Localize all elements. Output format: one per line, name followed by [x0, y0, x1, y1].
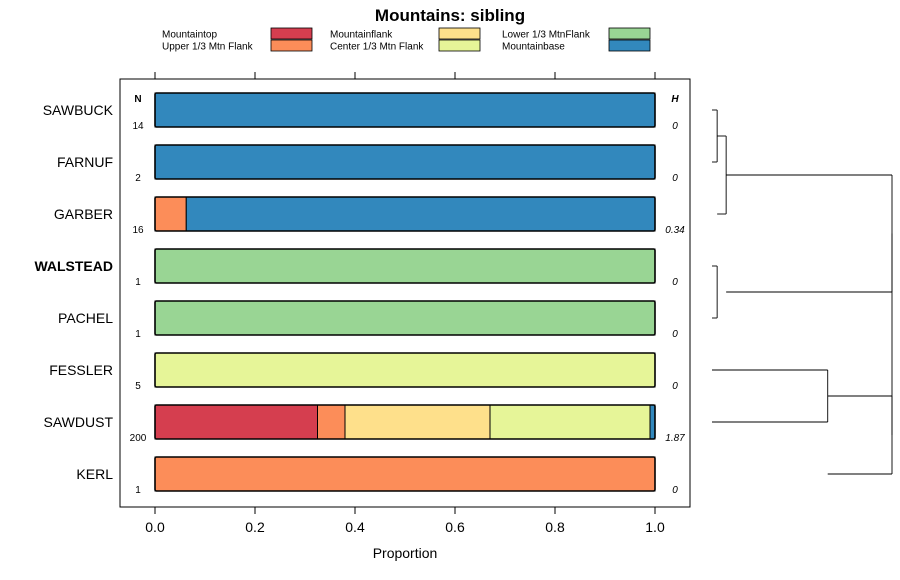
n-value: 2 [135, 173, 141, 184]
tick-label: 0.0 [145, 519, 165, 535]
category-label-sawbuck: SAWBUCK [43, 102, 114, 118]
chart-title: Mountains: sibling [375, 6, 525, 25]
tick-label: 1.0 [645, 519, 665, 535]
h-header: H [671, 94, 679, 105]
plot-frame [119, 78, 691, 508]
bar-segment-upper-1-3-mtn-flank [154, 456, 656, 492]
h-value: 1.87 [665, 433, 685, 444]
bar-outline [154, 352, 656, 388]
n-header: N [134, 94, 141, 105]
bar-outline [154, 196, 656, 232]
legend-item-mountaintop: Mountaintop [162, 27, 313, 41]
bar-farnuf [154, 144, 656, 180]
category-label-pachel: PACHEL [58, 310, 113, 326]
bar-outline [154, 456, 656, 492]
legend-item-lower-1-3-mtnflank: Lower 1/3 MtnFlank [502, 27, 651, 41]
legend-label: Mountainbase [502, 42, 565, 53]
n-value: 14 [132, 121, 144, 132]
h-value: 0 [672, 277, 678, 288]
bar-segment-center-1-3-mtn-flank [489, 404, 651, 440]
bar-kerl [154, 456, 656, 492]
legend-label: Lower 1/3 MtnFlank [502, 30, 591, 41]
bar-outline [154, 92, 656, 128]
n-value: 16 [132, 225, 144, 236]
x-axis-title: Proportion [373, 545, 438, 561]
bar-pachel [154, 300, 656, 336]
bar-segment-mountainflank [344, 404, 491, 440]
category-label-farnuf: FARNUF [57, 154, 113, 170]
tick-label: 0.4 [345, 519, 365, 535]
h-value: 0 [672, 329, 678, 340]
n-value: 1 [135, 329, 141, 340]
bar-outline [154, 300, 656, 336]
legend-item-mountainbase: Mountainbase [502, 39, 651, 53]
bar-segment-mountainbase [185, 196, 656, 232]
legend-swatch [608, 27, 651, 40]
bar-segment-center-1-3-mtn-flank [154, 352, 656, 388]
n-value: 200 [130, 433, 147, 444]
legend-swatch [608, 39, 651, 52]
bar-segment-lower-1-3-mtnflank [154, 300, 656, 336]
legend-swatch [270, 27, 313, 40]
legend-label: Center 1/3 Mtn Flank [330, 42, 424, 53]
category-label-garber: GARBER [54, 206, 113, 222]
legend-swatch [270, 39, 313, 52]
h-value: 0.34 [665, 225, 685, 236]
n-value: 5 [135, 381, 141, 392]
bar-walstead [154, 248, 656, 284]
bar-garber [154, 196, 656, 232]
tick-label: 0.6 [445, 519, 465, 535]
h-value: 0 [672, 485, 678, 496]
dendrogram [712, 109, 893, 475]
bar-outline [154, 404, 656, 440]
legend-item-mountainflank: Mountainflank [330, 27, 481, 41]
bar-segment-mountainbase [154, 92, 656, 128]
bar-segment-lower-1-3-mtnflank [154, 248, 656, 284]
bar-outline [154, 248, 656, 284]
category-label-kerl: KERL [76, 466, 113, 482]
category-label-sawdust: SAWDUST [44, 414, 114, 430]
top-axis [154, 72, 656, 79]
legend-label: Mountainflank [330, 30, 393, 41]
legend-item-center-1-3-mtn-flank: Center 1/3 Mtn Flank [330, 39, 481, 53]
bar-segment-mountainbase [154, 144, 656, 180]
bars-group [154, 92, 656, 492]
n-value: 1 [135, 277, 141, 288]
h-value: 0 [672, 173, 678, 184]
bar-sawbuck [154, 92, 656, 128]
bar-fessler [154, 352, 656, 388]
legend-label: Mountaintop [162, 30, 217, 41]
category-label-walstead: WALSTEAD [34, 258, 113, 274]
category-label-fessler: FESSLER [49, 362, 113, 378]
bar-segment-upper-1-3-mtn-flank [154, 196, 187, 232]
bar-segment-mountaintop [154, 404, 318, 440]
h-value: 0 [672, 381, 678, 392]
legend-item-upper-1-3-mtn-flank: Upper 1/3 Mtn Flank [162, 39, 313, 53]
category-labels: SAWBUCK 14 0 FARNUF 2 0 GARBER 16 0.34 WALSTEAD 1 0… [34, 102, 685, 496]
h-value: 0 [672, 121, 678, 132]
n-value: 1 [135, 485, 141, 496]
bottom-axis: 0.0 0.2 0.4 0.6 0.8 1.0 [145, 507, 665, 535]
legend-swatch [438, 39, 481, 52]
bar-outline [154, 144, 656, 180]
tick-label: 0.8 [545, 519, 565, 535]
bar-segment-upper-1-3-mtn-flank [317, 404, 346, 440]
tick-label: 0.2 [245, 519, 265, 535]
bar-sawdust [154, 404, 656, 440]
legend-swatch [438, 27, 481, 40]
legend-label: Upper 1/3 Mtn Flank [162, 42, 254, 53]
